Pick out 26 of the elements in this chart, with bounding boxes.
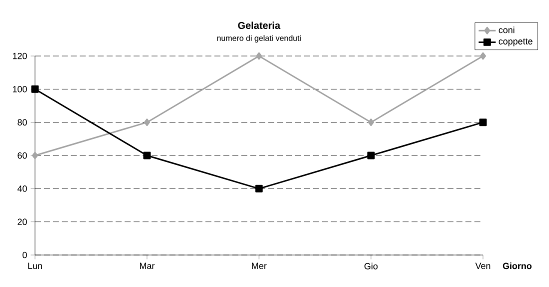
chart-title: Gelateria	[238, 22, 280, 29]
point	[367, 152, 375, 160]
y-tick-label: 20	[18, 218, 27, 226]
y-tick-label: 100	[12, 86, 27, 92]
point	[479, 118, 487, 126]
point	[32, 152, 38, 160]
y-tick-label: 120	[12, 52, 27, 60]
point	[31, 85, 39, 93]
x-tick-label: Lun	[28, 262, 42, 270]
point	[255, 184, 263, 192]
legend-label: coni	[498, 26, 514, 34]
point	[368, 118, 374, 126]
x-tick-label: Mer	[252, 262, 267, 270]
x-tick-label: Gio	[364, 262, 378, 270]
x-axis-title: Giorno	[502, 262, 532, 270]
point	[480, 52, 486, 60]
point	[256, 52, 262, 60]
x-tick-label: Mar	[140, 262, 155, 270]
y-tick-label: 80	[18, 119, 27, 126]
legend-label: coppette	[498, 38, 532, 46]
y-tick-label: 60	[18, 152, 27, 159]
x-tick-label: Ven	[475, 262, 490, 270]
y-tick-label: 0	[22, 252, 27, 258]
point	[143, 152, 151, 160]
point	[144, 118, 150, 126]
y-tick-label: 40	[17, 185, 27, 192]
